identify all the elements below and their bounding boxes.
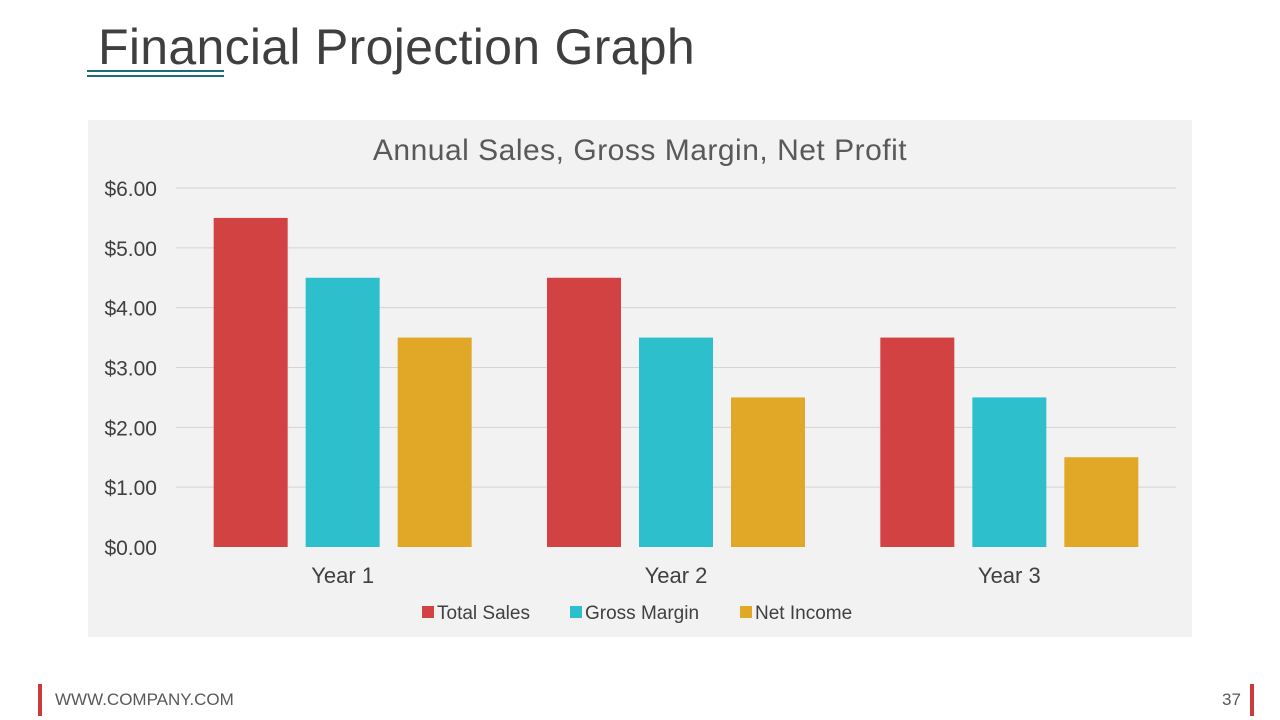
y-tick-label: $6.00 xyxy=(104,178,157,201)
slide-title: Financial Projection Graph xyxy=(98,19,695,75)
legend-swatch xyxy=(422,606,434,618)
y-tick-label: $1.00 xyxy=(104,477,157,500)
page-number: 37 xyxy=(1222,690,1241,709)
chart-panel: Annual Sales, Gross Margin, Net Profit $… xyxy=(88,120,1192,637)
bar-gross-margin xyxy=(305,277,380,547)
bar-total-sales xyxy=(213,217,288,547)
footer-url: WWW.COMPANY.COM xyxy=(55,690,234,709)
y-tick-label: $5.00 xyxy=(104,238,157,261)
bar-gross-margin xyxy=(972,397,1047,547)
y-tick-label: $0.00 xyxy=(104,537,157,560)
x-category-label: Year 1 xyxy=(311,563,374,588)
bars xyxy=(213,217,1139,547)
bar-net-income xyxy=(1064,457,1139,547)
legend-swatch xyxy=(570,606,582,618)
chart-title: Annual Sales, Gross Margin, Net Profit xyxy=(373,134,907,167)
title-underline-second xyxy=(87,75,224,77)
legend-entry: Total Sales xyxy=(437,603,530,624)
y-axis-labels: $0.00 $1.00 $2.00 $3.00 $4.00 $5.00 $6.00 xyxy=(104,178,157,560)
bar-net-income xyxy=(731,397,805,547)
x-category-label: Year 3 xyxy=(978,563,1041,588)
title-underline xyxy=(87,70,224,72)
legend: Total Sales Gross Margin Net Income xyxy=(422,603,852,624)
legend-entry: Net Income xyxy=(755,603,852,624)
y-tick-label: $3.00 xyxy=(104,358,157,381)
bar-chart: Annual Sales, Gross Margin, Net Profit $… xyxy=(104,134,1176,624)
footer-bar-left xyxy=(38,684,42,716)
x-axis-labels: Year 1 Year 2 Year 3 xyxy=(311,563,1040,588)
x-category-label: Year 2 xyxy=(645,563,708,588)
legend-entry: Gross Margin xyxy=(585,603,699,624)
y-tick-label: $4.00 xyxy=(104,298,157,321)
bar-net-income xyxy=(397,337,472,547)
bar-total-sales xyxy=(547,277,621,547)
bar-total-sales xyxy=(880,337,955,547)
bar-gross-margin xyxy=(639,337,713,547)
legend-swatch xyxy=(740,606,752,618)
y-tick-label: $2.00 xyxy=(104,417,157,440)
footer-bar-right xyxy=(1250,684,1254,716)
